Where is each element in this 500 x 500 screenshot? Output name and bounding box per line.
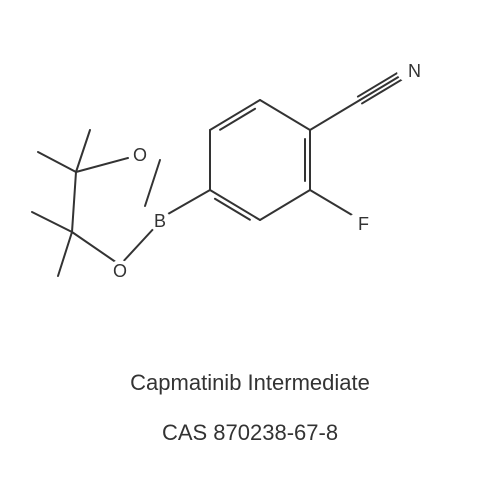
svg-text:N: N: [408, 61, 421, 81]
svg-text:O: O: [113, 261, 127, 281]
svg-text:B: B: [154, 211, 166, 231]
caption-line-2: CAS 870238-67-8: [162, 420, 338, 445]
caption-line-1: Capmatinib Intermediate: [130, 370, 370, 395]
svg-text:O: O: [133, 145, 147, 165]
svg-text:F: F: [358, 214, 369, 234]
chemical-structure-diagram: N F B O O Capmatinib Intermediate CAS 870238-6…: [0, 0, 500, 500]
